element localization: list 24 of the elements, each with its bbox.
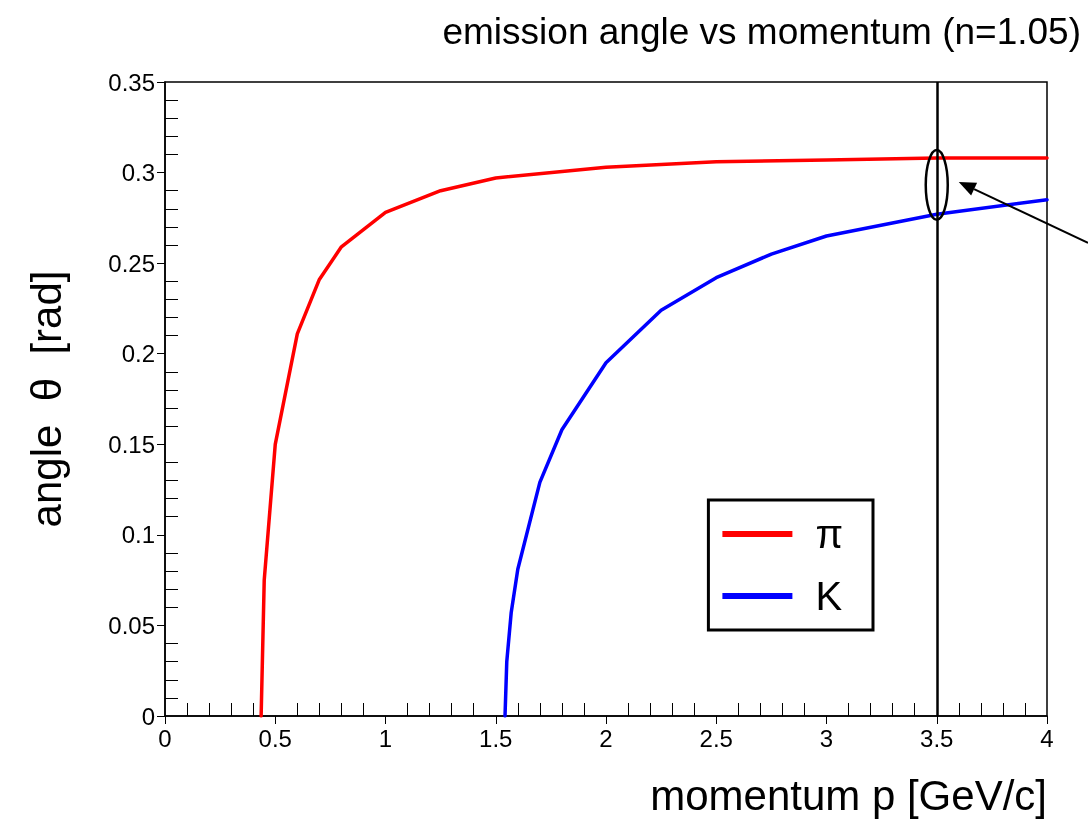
- y-axis-title: angle θ [rad]: [22, 270, 70, 528]
- y-tick-label: 0.25: [108, 249, 155, 277]
- x-tick-label: 0.5: [258, 724, 292, 752]
- x-tick-label: 4: [1040, 724, 1054, 752]
- x-tick-label: 1.5: [479, 724, 513, 752]
- y-tick-label: 0.15: [108, 430, 155, 458]
- x-tick-label: 3.5: [920, 724, 954, 752]
- y-tick-label: 0.35: [108, 68, 155, 96]
- y-tick-label: 0.05: [108, 611, 155, 639]
- chart-title: emission angle vs momentum (n=1.05): [442, 11, 1082, 52]
- y-tick-label: 0: [141, 702, 155, 730]
- legend-label: π: [815, 512, 844, 556]
- x-tick-label: 0: [158, 724, 172, 752]
- x-axis-title: momentum p [GeV/c]: [650, 771, 1047, 819]
- line-series: [259, 156, 1049, 718]
- x-tick-label: 2: [599, 724, 613, 752]
- y-tick-label: 0.3: [121, 159, 155, 187]
- x-tick-label: 2.5: [699, 724, 733, 752]
- x-tick-label: 1: [378, 724, 393, 752]
- line-series: [503, 197, 1049, 718]
- y-tick-label: 0.2: [121, 340, 155, 368]
- y-tick-label: 0.1: [121, 521, 155, 549]
- legend-label: K: [815, 574, 843, 618]
- x-tick-label: 3: [819, 724, 834, 752]
